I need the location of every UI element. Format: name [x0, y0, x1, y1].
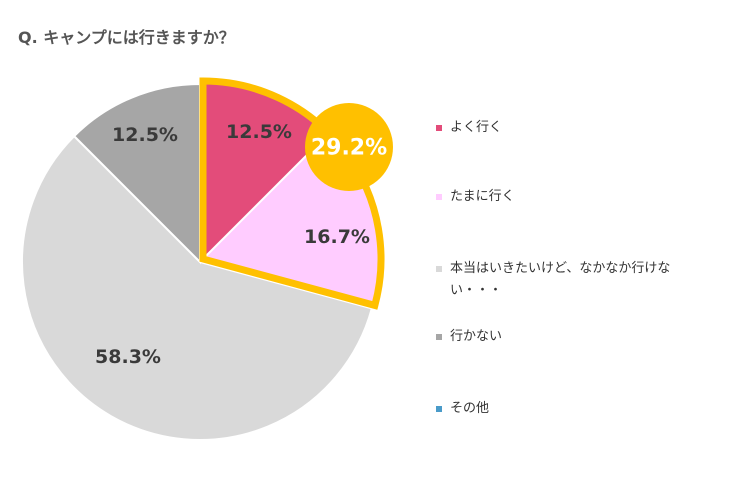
legend-swatch — [436, 194, 442, 200]
legend-label: たまに行く — [450, 189, 515, 204]
highlight-bubble-label: 29.2% — [311, 136, 387, 161]
legend-item-ikitai-kedo: 本当はいきたいけど、なかなか行けない・・・ — [436, 258, 690, 302]
slice-value-label: 58.3% — [95, 346, 161, 368]
slice-value-label: 12.5% — [112, 124, 178, 146]
pie-slice — [21, 134, 374, 441]
legend-label: 行かない — [450, 329, 503, 344]
slice-value-label: 16.7% — [304, 226, 370, 248]
legend-item-tamani-iku: たまに行く — [436, 186, 690, 208]
legend-label: 本当はいきたいけど、なかなか行けない・・・ — [450, 261, 671, 298]
legend-label: その他 — [450, 401, 490, 416]
legend-item-sonota: その他 — [436, 398, 690, 420]
legend-swatch — [436, 406, 442, 412]
legend-item-yoku-iku: よく行く — [436, 117, 690, 139]
legend-swatch — [436, 334, 442, 340]
legend-label: よく行く — [450, 120, 503, 135]
slice-value-label: 12.5% — [226, 121, 292, 143]
pie-slice — [72, 82, 201, 265]
legend-item-ikanai: 行かない — [436, 326, 690, 348]
chart-title: Q. キャンプには行きますか？ — [18, 28, 235, 47]
highlight-bubble — [305, 103, 393, 191]
legend-swatch — [436, 266, 442, 272]
legend-swatch — [436, 125, 442, 131]
